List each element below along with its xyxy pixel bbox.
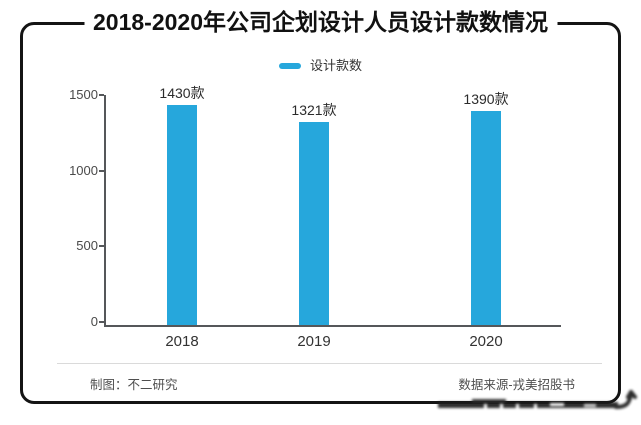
y-tick-1500: 1500	[69, 87, 98, 102]
bar-2020	[471, 111, 501, 325]
x-tick-2018: 2018	[165, 333, 199, 350]
bar-value-label: 1390款	[463, 91, 509, 107]
bar-group-2020: 1390款	[441, 92, 531, 325]
legend: 设计款数	[0, 58, 641, 74]
y-tick-mark	[99, 170, 104, 172]
y-tick-mark	[99, 321, 104, 323]
legend-swatch-icon	[278, 63, 301, 69]
y-tick-1000: 1000	[69, 163, 98, 178]
footer-divider	[57, 363, 602, 364]
bar-2019	[299, 122, 329, 325]
x-tick-2020: 2020	[469, 333, 503, 350]
footer-source: 数据来源-戎美招股书	[458, 378, 575, 392]
y-tick-500: 500	[76, 238, 98, 253]
chart-title: 2018-2020年公司企划设计人员设计款数情况	[84, 8, 557, 36]
y-tick-0: 0	[90, 314, 98, 329]
y-tick-mark	[99, 245, 104, 247]
bar-2018	[167, 105, 197, 325]
bar-value-label: 1430款	[159, 85, 205, 101]
bar-group-2019: 1321款	[269, 103, 359, 325]
y-axis-line	[104, 95, 106, 326]
bar-value-label: 1321款	[291, 102, 337, 118]
x-axis-line	[104, 325, 561, 327]
blurred-watermark	[438, 390, 637, 409]
y-tick-mark	[99, 94, 104, 96]
footer-credit: 制图：不二研究	[90, 378, 178, 392]
legend-label: 设计款数	[309, 58, 362, 73]
x-tick-2019: 2019	[297, 333, 331, 350]
bar-group-2018: 1430款	[137, 86, 227, 325]
